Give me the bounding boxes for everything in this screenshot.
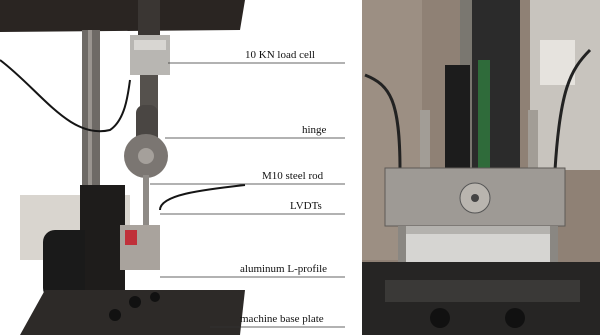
label: LVDTs xyxy=(290,200,322,212)
label: hinge xyxy=(302,124,327,136)
left-photo xyxy=(0,0,246,335)
label: 10 KN load cell xyxy=(245,49,315,61)
labels: 10 KN load cell hinge M10 steel rod LVDT… xyxy=(150,49,345,328)
label: M10 steel rod xyxy=(262,170,324,182)
right-photo xyxy=(362,0,600,335)
label: machine base plate xyxy=(240,313,324,325)
label: aluminum L-profile xyxy=(240,263,327,275)
